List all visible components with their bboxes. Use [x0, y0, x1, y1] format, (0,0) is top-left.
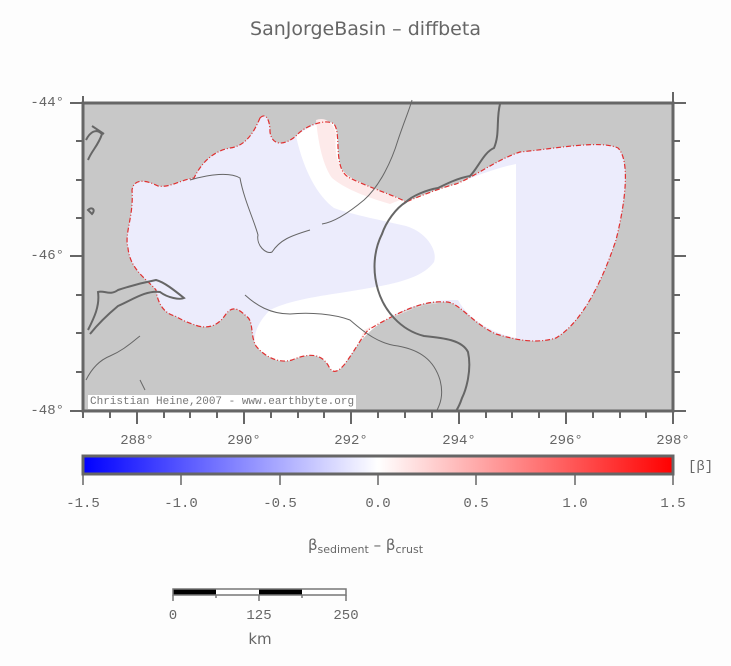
colorbar-label: -1.5 — [66, 496, 100, 512]
colorbar-title: βsediment – βcrust — [307, 536, 424, 556]
colorbar-label: -1.0 — [164, 496, 198, 512]
colorbar — [81, 454, 675, 476]
map-title: SanJorgeBasin – diffbeta — [250, 18, 481, 40]
lon-label: 290° — [227, 433, 261, 449]
colorbar-label: 1.0 — [562, 496, 588, 512]
lon-ticks — [82, 92, 674, 424]
scalebar-unit: km — [248, 630, 272, 648]
colorbar-label: 1.5 — [660, 496, 686, 512]
scalebar-label: 250 — [333, 608, 359, 624]
credit-text: Christian Heine,2007 - www.earthbyte.org — [88, 395, 357, 409]
lon-label: 288° — [120, 433, 154, 449]
lat-label: -44° — [30, 95, 64, 111]
lon-label: 296° — [549, 433, 583, 449]
colorbar-unit: [β] — [688, 459, 714, 475]
colorbar-label: 0.0 — [365, 496, 391, 512]
lon-label: 298° — [656, 433, 690, 449]
scalebar-label: 0 — [168, 608, 178, 624]
lon-label: 292° — [334, 433, 368, 449]
lon-label: 294° — [442, 433, 476, 449]
basin-white-zone — [254, 122, 516, 372]
scale-bar — [172, 588, 347, 601]
coastline — [85, 103, 501, 412]
basin-outline — [126, 115, 626, 372]
basin-pink-zone — [316, 118, 400, 204]
colorbar-label: 0.5 — [463, 496, 489, 512]
lat-ticks — [70, 102, 686, 412]
colorbar-label: -0.5 — [263, 496, 297, 512]
lat-label: -48° — [30, 403, 64, 419]
colorbar-ticks — [82, 474, 674, 485]
scalebar-label: 125 — [246, 608, 272, 624]
river-lines — [85, 99, 443, 413]
lat-label: -46° — [30, 248, 64, 264]
